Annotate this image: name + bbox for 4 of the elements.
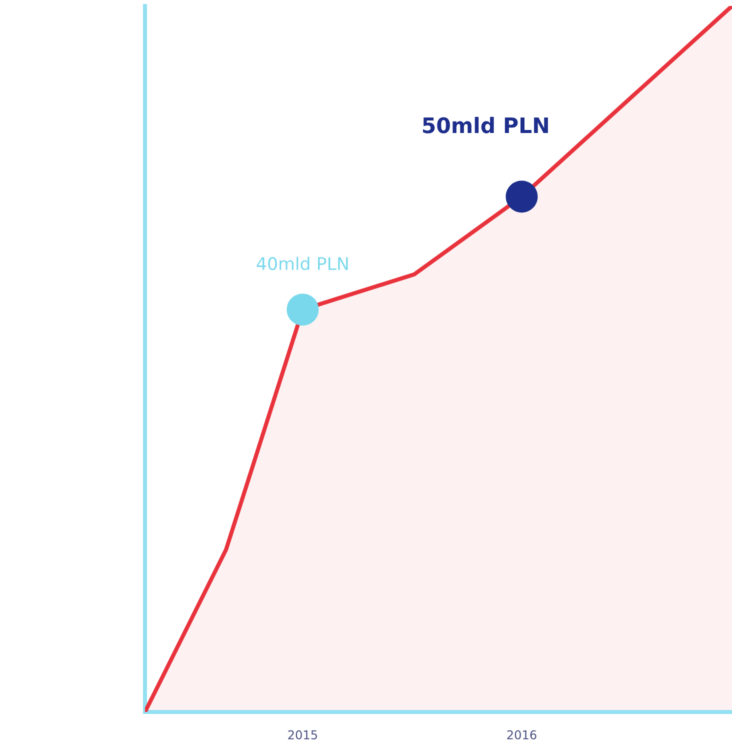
x-tick-label: 2016	[507, 730, 536, 740]
x-tick-label: 2015	[288, 730, 318, 740]
annotation: 50mld PLN	[423, 116, 548, 134]
annotation: 40mld PLN	[256, 256, 348, 270]
